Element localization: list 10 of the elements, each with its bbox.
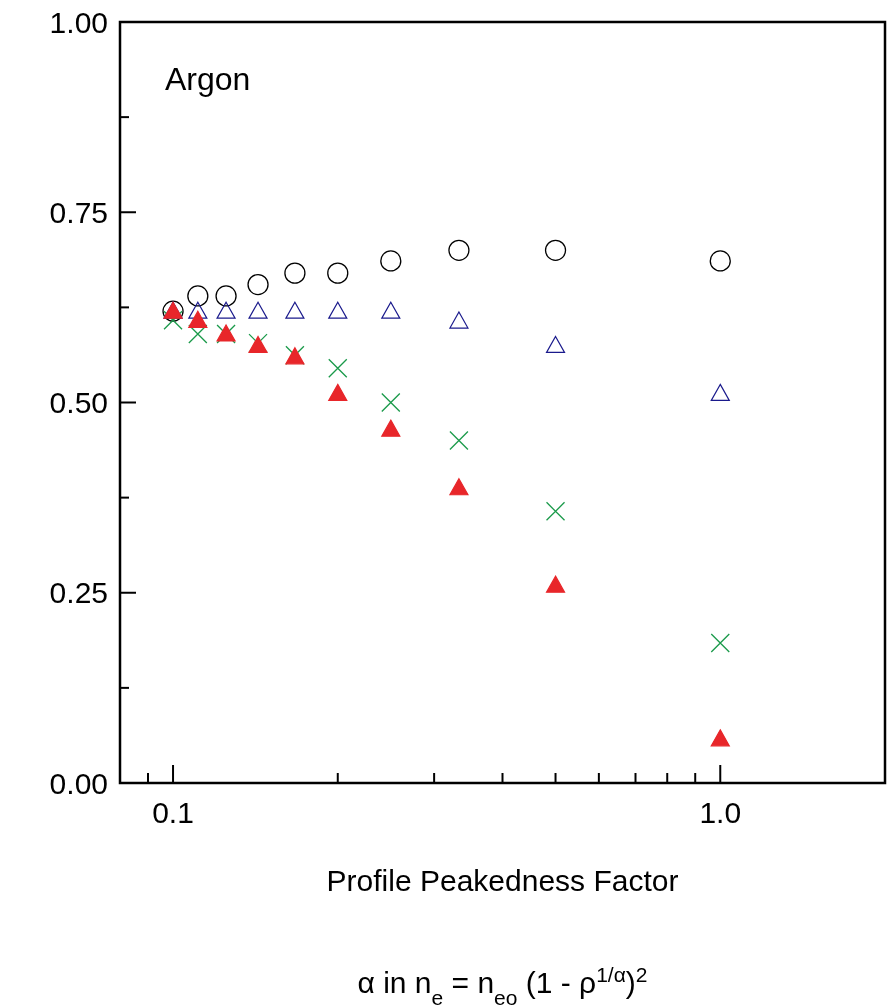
y-tick-label: 0.75 [49, 195, 108, 229]
y-tick-label: 0.50 [49, 386, 108, 419]
x-tick-label: 1.0 [699, 796, 742, 829]
x-axis-title: Profile Peakedness Factor [326, 864, 679, 897]
x-tick-label: 0.1 [152, 796, 194, 829]
y-tick-label: 0.25 [49, 576, 108, 610]
text: α in n$_{e}$ = n$_{eo}$ (1 - ρ$^{1/α}$)$^{2}$ [357, 962, 648, 1008]
y-tick-label: 0.00 [49, 766, 108, 800]
y-tick-label: 1.00 [49, 5, 108, 39]
annotation: Argon [165, 61, 251, 97]
